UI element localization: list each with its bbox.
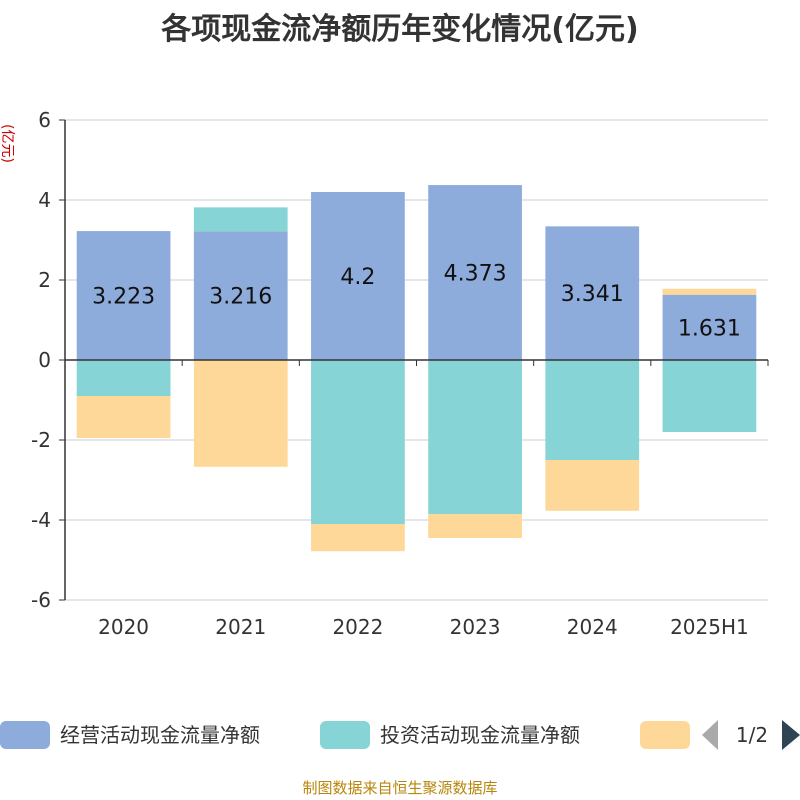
y-tick-label: -4 — [31, 508, 51, 532]
data-label: 4.373 — [444, 262, 507, 287]
y-tick-label: -2 — [31, 428, 51, 452]
chart-title: 各项现金流净额历年变化情况(亿元) — [161, 12, 639, 47]
data-label: 3.216 — [209, 285, 272, 310]
bar-series-3-2020[interactable] — [76, 396, 171, 438]
y-tick-label: 0 — [38, 348, 51, 372]
y-tick-label: 4 — [38, 188, 51, 212]
bar-series-1-2020[interactable] — [76, 231, 171, 360]
legend-label-1[interactable]: 经营活动现金流量净额 — [60, 723, 260, 747]
bar-series-2-2024[interactable] — [545, 360, 640, 460]
data-label: 3.341 — [561, 282, 624, 307]
grid-lines — [65, 119, 768, 601]
bar-series-1-2025H1[interactable] — [662, 294, 757, 360]
bar-series-2-2025H1[interactable] — [662, 360, 757, 432]
bar-series-2-2023[interactable] — [428, 360, 522, 514]
legend-page-indicator: 1/2 — [736, 723, 768, 747]
bar-series-2-2021[interactable] — [193, 207, 288, 232]
bar-series-1-2024[interactable] — [545, 226, 640, 360]
bar-series-3-2021[interactable] — [193, 360, 288, 467]
legend-next-page-icon[interactable] — [782, 720, 800, 750]
bar-series-2-2020[interactable] — [76, 360, 171, 396]
bar-series-3-2022[interactable] — [311, 524, 405, 552]
bar-series-1-2021[interactable] — [193, 231, 288, 360]
bar-series-3-2024[interactable] — [545, 460, 640, 511]
legend-prev-page-icon[interactable] — [702, 720, 718, 750]
bar-series-2-2022[interactable] — [311, 360, 405, 524]
x-tick-label: 2021 — [215, 615, 266, 639]
data-label: 3.223 — [92, 285, 155, 310]
y-tick-label: 2 — [38, 268, 51, 292]
y-tick-label: 6 — [38, 108, 51, 132]
bar-series-1-2023[interactable] — [428, 185, 522, 360]
x-tick-label: 2020 — [98, 615, 149, 639]
bar-series-3-2025H1[interactable] — [662, 288, 757, 295]
source-note: 制图数据来自恒生聚源数据库 — [302, 779, 498, 797]
x-tick-label: 2022 — [332, 615, 383, 639]
x-tick-label: 2023 — [450, 615, 501, 639]
legend-swatch-1[interactable] — [0, 721, 50, 749]
y-tick-label: -6 — [31, 588, 51, 612]
data-label: 4.2 — [340, 265, 375, 290]
bar-series-3-2023[interactable] — [428, 514, 522, 538]
bars — [76, 185, 757, 552]
x-tick-label: 2024 — [567, 615, 618, 639]
data-label: 1.631 — [678, 316, 741, 341]
legend-swatch-2[interactable] — [320, 721, 370, 749]
x-tick-label: 2025H1 — [670, 615, 749, 639]
legend-label-2[interactable]: 投资活动现金流量净额 — [380, 723, 580, 747]
axes: 6 4 2 0 -2 -4 -6 2020 2021 2022 2023 2024 2025H1 — [31, 108, 769, 639]
y-axis-unit-label: (亿元) — [0, 124, 15, 163]
bar-series-1-2022[interactable] — [311, 192, 405, 360]
data-labels: 3.223 3.216 4.2 4.373 3.341 1.631 — [92, 262, 741, 342]
legend-swatch-3[interactable] — [640, 721, 690, 749]
legend: 经营活动现金流量净额 投资活动现金流量净额 1/2 — [0, 720, 800, 750]
